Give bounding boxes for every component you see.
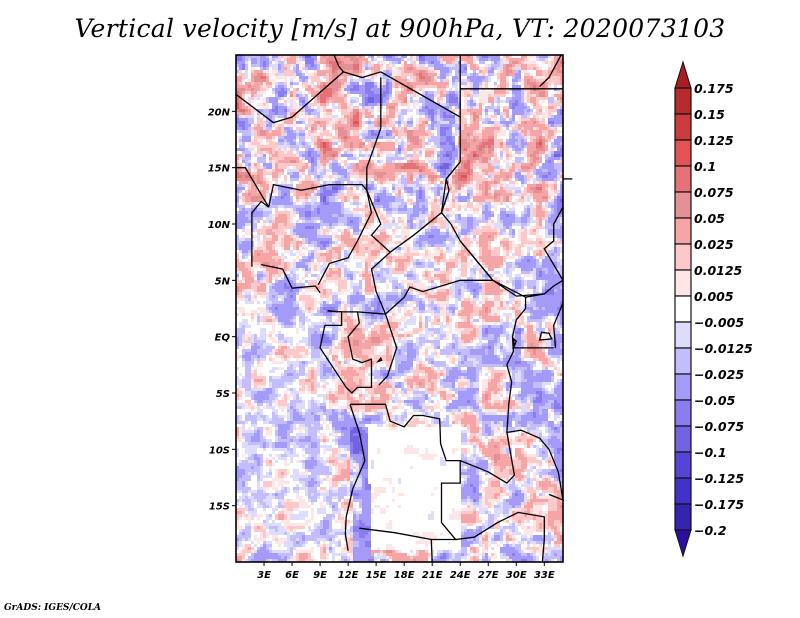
country-border — [333, 54, 344, 73]
colorbar-box — [674, 373, 692, 401]
x-tick-label: 21E — [422, 570, 443, 581]
x-tick-label: 15E — [366, 570, 387, 581]
chart-title: Vertical velocity [m/s] at 900hPa, VT: 2… — [74, 14, 726, 43]
colorbar-box — [674, 87, 692, 115]
country-border — [350, 403, 461, 541]
y-axis: 20N 15N 10N 5N EQ 5S 10S 15S — [208, 107, 236, 513]
colorbar-label: −0.005 — [694, 315, 744, 330]
colorbar-box — [674, 295, 692, 323]
colorbar-label: −0.075 — [694, 419, 744, 434]
country-border — [543, 206, 564, 281]
country-border — [317, 190, 373, 286]
lake-outline — [376, 356, 383, 363]
y-tick-label: EQ — [215, 333, 231, 344]
x-tick-label: 3E — [257, 570, 271, 581]
country-borders — [235, 54, 573, 563]
y-tick-label: 5N — [215, 276, 231, 287]
country-border — [506, 297, 527, 433]
colorbar-label: 0.125 — [694, 133, 734, 148]
country-border — [327, 279, 493, 315]
colorbar-box — [674, 347, 692, 375]
x-tick-label: 24E — [450, 570, 471, 581]
colorbar-label: −0.2 — [694, 523, 727, 538]
country-border — [319, 311, 373, 394]
grads-credit: GrADS: IGES/COLA — [4, 603, 102, 613]
colorbar-label: −0.0125 — [694, 341, 753, 356]
lake-outline — [512, 337, 518, 349]
country-border — [539, 54, 562, 87]
country-border — [344, 404, 366, 551]
colorbar-label: 0.15 — [694, 107, 725, 122]
country-border — [455, 511, 545, 563]
x-tick-label: 12E — [338, 570, 359, 581]
country-border — [440, 161, 461, 213]
vertical-velocity-field — [236, 55, 563, 562]
colorbar-label: 0.025 — [694, 237, 734, 252]
country-border — [366, 77, 382, 191]
country-border — [548, 449, 564, 502]
colorbar-box — [674, 191, 692, 219]
colorbar-label: 0.175 — [694, 81, 734, 96]
country-border — [251, 200, 270, 267]
colorbar-box — [674, 113, 692, 141]
colorbar-label: −0.1 — [694, 445, 727, 460]
country-border — [430, 539, 433, 563]
colorbar-label: 0.075 — [694, 185, 734, 200]
colorbar-box — [674, 139, 692, 167]
colorbar-box — [674, 399, 692, 427]
colorbar-box — [674, 477, 692, 505]
y-tick-label: 15S — [209, 502, 230, 513]
colorbar-box — [674, 425, 692, 453]
colorbar-box — [674, 269, 692, 297]
colorbar-label: 0.0125 — [694, 263, 743, 278]
country-border — [553, 302, 564, 348]
colorbar-label: 0.1 — [694, 159, 716, 174]
country-border — [459, 429, 550, 484]
y-tick-label: 15N — [208, 164, 231, 175]
colorbar-top-arrow — [674, 60, 692, 89]
x-tick-label: 6E — [285, 570, 299, 581]
country-border — [235, 71, 363, 124]
colorbar-label: −0.05 — [694, 393, 736, 408]
colorbar: 0.175 0.15 0.125 0.1 0.075 0.05 0.025 0.0125 0.0… — [674, 60, 753, 558]
colorbar-label: 0.005 — [694, 289, 734, 304]
y-tick-label: 10S — [209, 445, 230, 456]
x-tick-label: 18E — [394, 570, 415, 581]
country-border — [459, 240, 545, 297]
country-border — [370, 251, 391, 315]
colorbar-label: −0.125 — [694, 471, 744, 486]
map-frame — [235, 54, 564, 563]
country-border — [261, 263, 321, 294]
country-border — [324, 310, 343, 327]
x-tick-label: 33E — [534, 570, 555, 581]
x-axis: 3E 6E 9E 12E 15E 18E 21E 24E 27E 30E 33E — [257, 562, 555, 581]
country-border — [366, 189, 526, 298]
colorbar-box — [674, 165, 692, 193]
colorbar-box — [674, 451, 692, 479]
x-tick-label: 27E — [478, 570, 499, 581]
country-border — [361, 71, 461, 162]
colorbar-box — [674, 503, 692, 531]
x-tick-label: 9E — [313, 570, 327, 581]
y-tick-label: 5S — [216, 389, 230, 400]
colorbar-box — [674, 321, 692, 349]
country-border — [378, 313, 398, 386]
colorbar-bottom-arrow — [674, 529, 692, 558]
country-border — [268, 183, 368, 208]
colorbar-label: −0.025 — [694, 367, 744, 382]
colorbar-box — [674, 243, 692, 271]
y-tick-label: 20N — [208, 107, 231, 118]
colorbar-box — [674, 217, 692, 245]
lake-outline — [538, 331, 553, 341]
x-tick-label: 30E — [506, 570, 527, 581]
country-border — [236, 167, 270, 208]
y-tick-label: 10N — [208, 220, 231, 231]
country-border — [525, 279, 564, 298]
colorbar-label: −0.175 — [694, 497, 744, 512]
colorbar-label: 0.05 — [694, 211, 725, 226]
